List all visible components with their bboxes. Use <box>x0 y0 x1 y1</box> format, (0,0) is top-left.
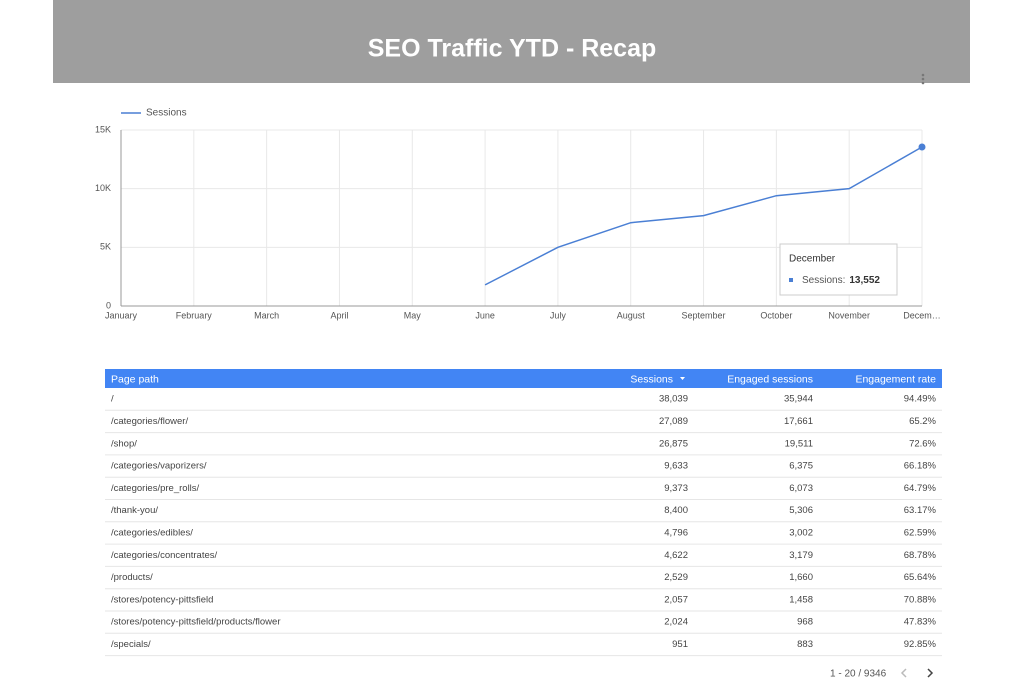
tooltip-title: December <box>789 254 836 265</box>
tooltip-value: 13,552 <box>849 275 880 286</box>
table-cell: 2,529 <box>664 572 688 583</box>
table-cell: 66.18% <box>904 461 937 472</box>
x-tick-label: September <box>682 310 726 320</box>
table-cell: /products/ <box>111 572 153 583</box>
table-cell: 35,944 <box>784 394 813 405</box>
table-cell: 38,039 <box>659 394 688 405</box>
table-cell: 883 <box>797 639 813 650</box>
tooltip-text: Sessions: 13,552 <box>802 275 880 286</box>
x-tick-label: July <box>550 310 567 320</box>
highlight-point <box>918 143 926 151</box>
more-menu[interactable] <box>921 73 925 85</box>
table-cell: 6,375 <box>789 461 813 472</box>
header-bar <box>53 0 970 83</box>
table-cell: 62.59% <box>904 527 937 538</box>
table-cell: 5,306 <box>789 505 813 516</box>
table-cell: 1,458 <box>789 594 813 605</box>
next-page[interactable] <box>927 668 934 678</box>
column-header: Engaged sessions <box>727 373 813 385</box>
x-tick-label: April <box>330 310 348 320</box>
table-cell: 64.79% <box>904 483 937 494</box>
table-cell: /categories/concentrates/ <box>111 550 218 561</box>
legend-label: Sessions <box>146 108 187 119</box>
table-cell: 1,660 <box>789 572 813 583</box>
table-cell: /categories/vaporizers/ <box>111 461 207 472</box>
tooltip-box <box>779 243 898 296</box>
y-tick-label: 5K <box>100 242 111 252</box>
prev-page[interactable] <box>900 668 907 678</box>
table-cell: 4,622 <box>664 550 688 561</box>
data-table: Page path Sessions Engaged sessions Engagem… <box>105 369 942 657</box>
table-cell: /thank-you/ <box>111 505 158 516</box>
y-tick-label: 15K <box>95 124 111 134</box>
table-cell: 2,024 <box>664 617 688 628</box>
table-cell: 2,057 <box>664 594 688 605</box>
table-cell: /shop/ <box>111 438 137 449</box>
table-cell: 94.49% <box>904 394 937 405</box>
sort-arrow <box>680 377 685 380</box>
y-tick-label: 10K <box>95 183 111 193</box>
pagination: 1 - 20 / 9346 <box>830 669 887 680</box>
table-cell: 9,633 <box>664 461 688 472</box>
table-cell: 65.64% <box>904 572 937 583</box>
table-cell: /stores/potency-pittsfield/products/flow… <box>111 617 281 628</box>
table-cell: 6,073 <box>789 483 813 494</box>
table-cell: 3,179 <box>789 550 813 561</box>
table-cell: /categories/flower/ <box>111 416 188 427</box>
table-cell: 951 <box>672 639 688 650</box>
x-tick-label: March <box>254 310 279 320</box>
table-cell: 68.78% <box>904 550 937 561</box>
x-tick-label: January <box>105 310 138 320</box>
x-tick-label: Decem… <box>903 310 941 320</box>
column-header: Sessions <box>630 373 673 385</box>
table-cell: 8,400 <box>664 505 688 516</box>
table-header <box>105 369 942 388</box>
table-cell: 47.83% <box>904 617 937 628</box>
column-header: Engagement rate <box>855 373 936 385</box>
x-tick-label: June <box>475 310 495 320</box>
x-tick-label: October <box>760 310 792 320</box>
table-cell: 4,796 <box>664 527 688 538</box>
table-cell: 92.85% <box>904 639 937 650</box>
table-cell: /stores/potency-pittsfield <box>111 594 213 605</box>
line-chart: 0 5K 10K 15K January February March April May Jun… <box>95 108 941 321</box>
table-cell: 968 <box>797 617 813 628</box>
table-cell: /categories/pre_rolls/ <box>111 483 200 494</box>
table-cell: 63.17% <box>904 505 937 516</box>
table-cell: 70.88% <box>904 594 937 605</box>
table-cell: /categories/edibles/ <box>111 527 193 538</box>
x-tick-label: February <box>176 310 213 320</box>
table-cell: /specials/ <box>111 639 151 650</box>
y-tick-label: 0 <box>106 300 111 310</box>
table-cell: 17,661 <box>784 416 813 427</box>
x-tick-label: August <box>617 310 646 320</box>
x-tick-label: May <box>404 310 422 320</box>
x-tick-label: November <box>828 310 870 320</box>
table-cell: 3,002 <box>789 527 813 538</box>
page-title: SEO Traffic YTD - Recap <box>368 35 657 63</box>
table-cell: 72.6% <box>909 438 936 449</box>
table-cell: 27,089 <box>659 416 688 427</box>
table-cell: / <box>111 394 114 405</box>
line-series <box>484 146 923 286</box>
table-cell: 9,373 <box>664 483 688 494</box>
tooltip-swatch <box>789 278 793 282</box>
column-header: Page path <box>111 373 159 385</box>
table-cell: 19,511 <box>785 438 813 449</box>
table-cell: 26,875 <box>659 438 688 449</box>
tooltip-label: Sessions: <box>802 275 845 286</box>
table-cell: 65.2% <box>909 416 936 427</box>
